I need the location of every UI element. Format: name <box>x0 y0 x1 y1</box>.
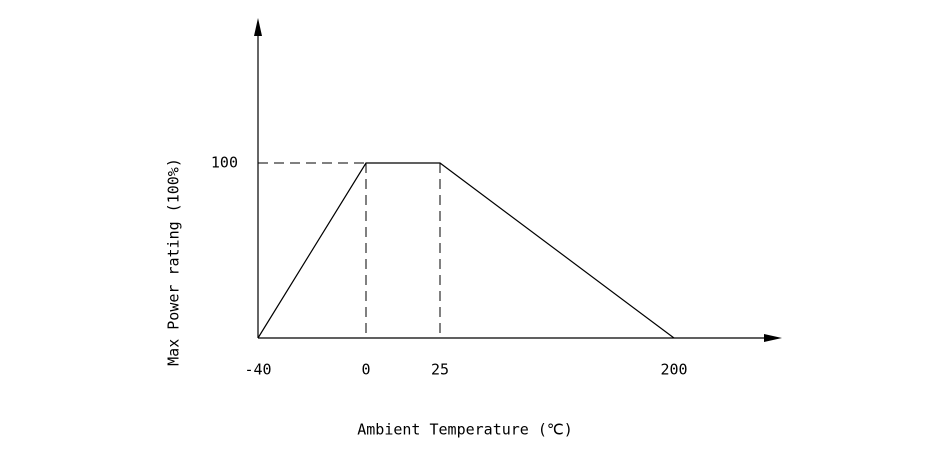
y-tick-label: 100 <box>211 154 238 172</box>
x-tick-label: 0 <box>361 361 370 379</box>
x-axis-label: Ambient Temperature (℃) <box>357 421 573 439</box>
y-axis-label: Max Power rating (100%) <box>165 158 183 366</box>
derating-line <box>257 162 675 339</box>
x-tick-label: 25 <box>431 361 449 379</box>
x-tick-label: 200 <box>660 361 687 379</box>
y-axis-arrow <box>254 18 262 36</box>
x-tick-label: -40 <box>244 361 271 379</box>
x-axis-arrow <box>764 334 782 342</box>
